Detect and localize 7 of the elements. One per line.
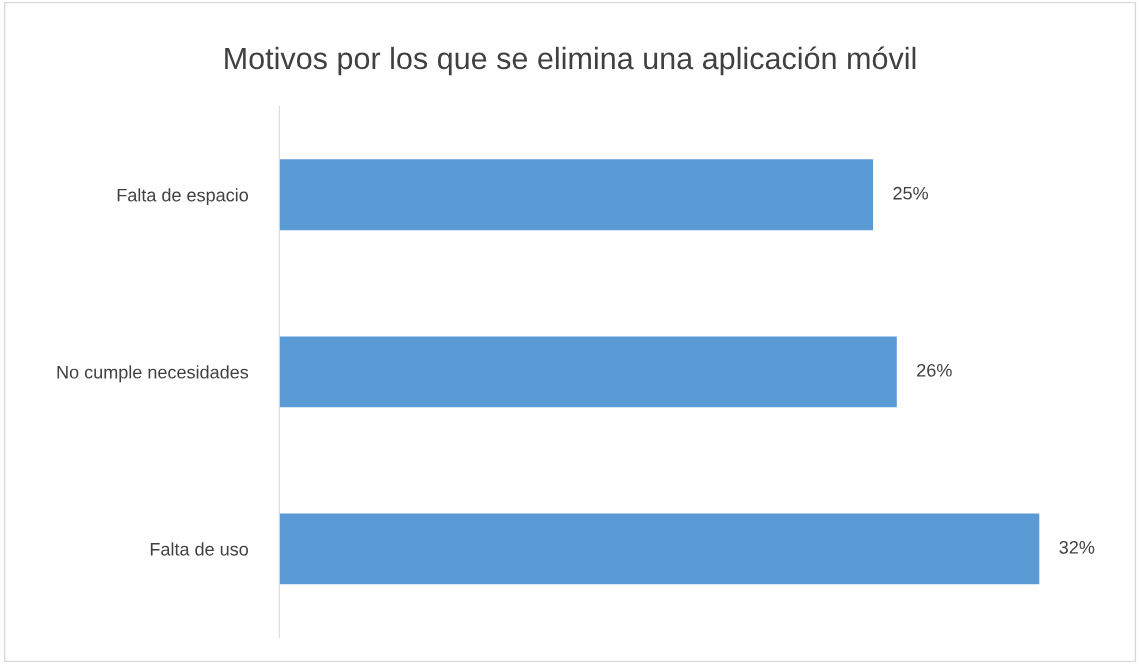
data-label: 25% [893,186,928,200]
data-label: 32% [1059,540,1095,554]
y-tick-label: Falta de espacio [117,188,248,206]
chart-title: Motivos por los que se elimina una aplicación móvil [225,46,916,76]
data-label: 26% [917,363,952,377]
y-tick-label: No cumple necesidades [57,365,249,383]
y-tick-label: Falta de uso [150,542,248,556]
